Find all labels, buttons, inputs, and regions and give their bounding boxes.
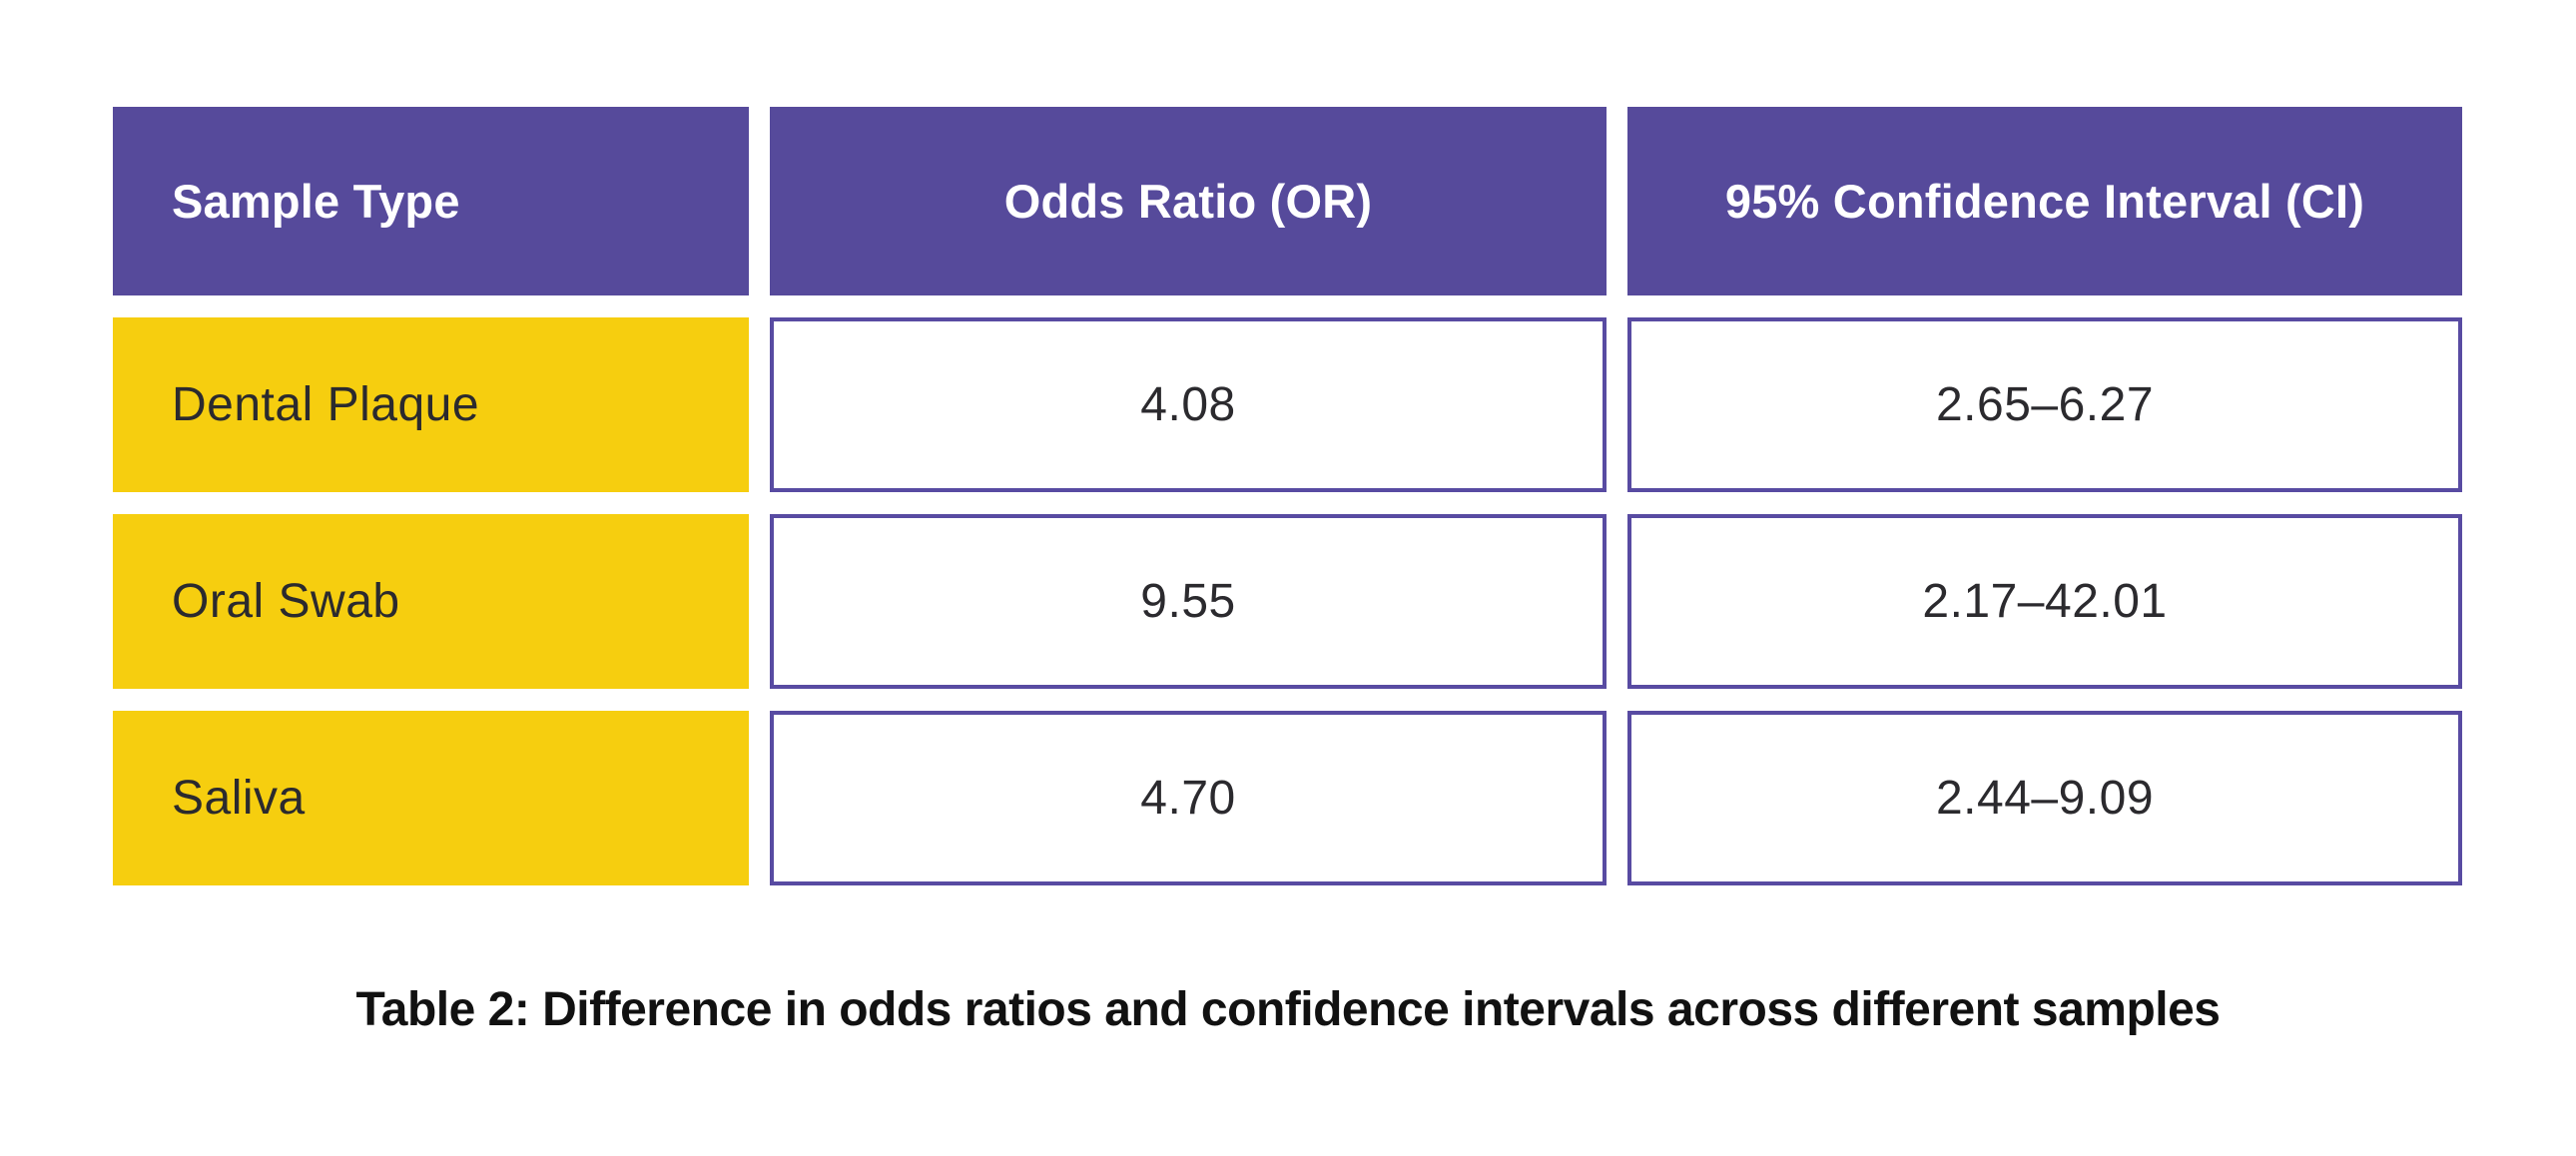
odds-ratio-cell: 4.08: [770, 317, 1607, 492]
odds-ratio-cell: 9.55: [770, 514, 1607, 689]
sample-type-cell: Oral Swab: [113, 514, 749, 689]
header-cell-confidence-interval: 95% Confidence Interval (CI): [1627, 107, 2462, 295]
data-table: Sample Type Odds Ratio (OR) 95% Confiden…: [113, 107, 2462, 885]
table-caption: Table 2: Difference in odds ratios and c…: [355, 983, 2221, 1036]
confidence-interval-cell: 2.44–9.09: [1627, 711, 2462, 885]
header-cell-odds-ratio: Odds Ratio (OR): [770, 107, 1607, 295]
sample-type-cell: Dental Plaque: [113, 317, 749, 492]
confidence-interval-cell: 2.65–6.27: [1627, 317, 2462, 492]
header-cell-sample-type: Sample Type: [113, 107, 749, 295]
confidence-interval-cell: 2.17–42.01: [1627, 514, 2462, 689]
odds-ratio-cell: 4.70: [770, 711, 1607, 885]
sample-type-cell: Saliva: [113, 711, 749, 885]
